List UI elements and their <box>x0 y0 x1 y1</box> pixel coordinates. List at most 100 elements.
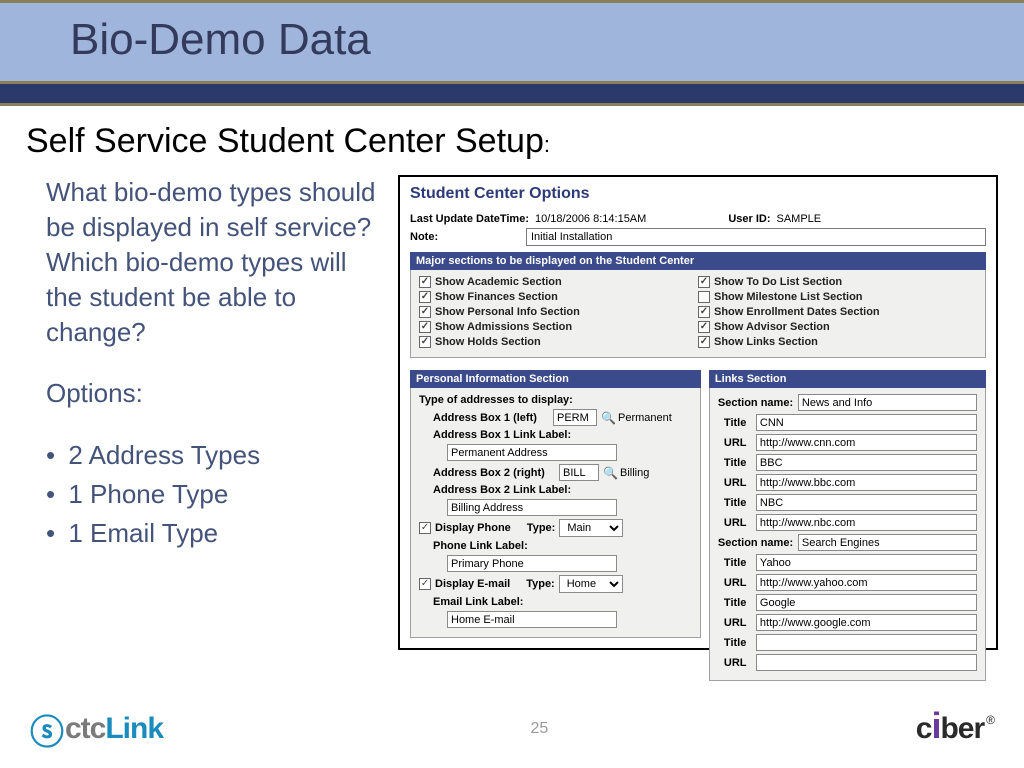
section1-name-input[interactable] <box>798 394 977 411</box>
phone-link-label: Phone Link Label: <box>433 540 528 552</box>
personal-info-bar: Personal Information Section <box>410 370 701 388</box>
box1-link-label: Address Box 1 Link Label: <box>433 429 571 441</box>
section-checkbox[interactable]: ✓ <box>698 321 710 333</box>
checkbox-row: ✓ Show Enrollment Dates Section <box>698 306 977 318</box>
links-section2-rows: TitleURLTitleURLTitleURL <box>718 554 977 671</box>
meta-row-note: Note: <box>410 228 986 246</box>
lookup-icon[interactable]: 🔍 <box>601 411 614 424</box>
ctclink-logo: ⓢ ctcLink <box>30 705 163 754</box>
link-url-input[interactable] <box>756 434 977 451</box>
email-type-label: Type: <box>526 578 555 590</box>
options-list: 2 Address Types 1 Phone Type 1 Email Typ… <box>46 438 382 551</box>
header-stripe <box>0 84 1024 106</box>
section-checkbox[interactable] <box>698 291 710 303</box>
checkbox-row: ✓Show Advisor Section <box>698 321 977 333</box>
box2-link-input[interactable] <box>447 499 617 516</box>
link-url-input[interactable] <box>756 474 977 491</box>
link-title-input[interactable] <box>756 634 977 651</box>
section-checkbox[interactable]: ✓ <box>698 336 710 348</box>
links-section1-rows: Title URL Title URL Title URL <box>718 414 977 531</box>
option-item: 1 Email Type <box>46 516 382 551</box>
link-title-label: Title <box>724 557 752 569</box>
meta-row-1: Last Update DateTime: 10/18/2006 8:14:15… <box>410 213 986 225</box>
checkbox-label: Show Finances Section <box>435 291 558 303</box>
link-title-label: Title <box>724 457 752 469</box>
checkbox-row: ✓Show Links Section <box>698 336 977 348</box>
checkbox-label: Show Milestone List Section <box>714 291 863 303</box>
slide-subtitle: Self Service Student Center Setup: <box>26 122 998 161</box>
subtitle-colon: : <box>544 132 550 157</box>
registered-icon: ® <box>986 713 994 727</box>
lookup-icon[interactable]: 🔍 <box>603 466 616 479</box>
section-checkbox[interactable]: ✓ <box>419 336 431 348</box>
checkbox-row: ✓ Show Personal Info Section <box>419 306 698 318</box>
link-title-input[interactable] <box>756 414 977 431</box>
text-column: What bio-demo types should be displayed … <box>26 175 382 650</box>
display-phone-checkbox[interactable]: ✓ <box>419 522 431 534</box>
content-area: Self Service Student Center Setup: What … <box>0 106 1024 650</box>
display-email-label: Display E-mail <box>435 578 510 590</box>
email-link-label: Email Link Label: <box>433 596 523 608</box>
phone-link-input[interactable] <box>447 555 617 572</box>
link-url-label: URL <box>724 577 752 589</box>
section2-name-input[interactable] <box>798 534 977 551</box>
link-title-input[interactable] <box>756 454 977 471</box>
slide-footer: ⓢ ctcLink 25 ciber® <box>0 704 1024 754</box>
section-checkbox[interactable]: ✓ <box>419 306 431 318</box>
phone-type-select[interactable]: Main <box>559 519 623 537</box>
section-checkbox[interactable]: ✓ <box>419 276 431 288</box>
section-checkbox[interactable]: ✓ <box>698 276 710 288</box>
logo-link-text: Link <box>105 712 163 746</box>
email-type-select[interactable]: Home <box>559 575 623 593</box>
box2-link-label: Address Box 2 Link Label: <box>433 484 571 496</box>
last-update-label: Last Update DateTime: <box>410 213 529 225</box>
slide-title: Bio-Demo Data <box>70 15 1000 65</box>
section-checkbox[interactable]: ✓ <box>419 291 431 303</box>
note-label: Note: <box>410 231 520 243</box>
link-url-label: URL <box>724 437 752 449</box>
note-input[interactable] <box>526 228 986 246</box>
major-col-left: ✓ Show Academic Section ✓ Show Finances Sec… <box>419 276 698 351</box>
checkbox-label: Show Enrollment Dates Section <box>714 306 880 318</box>
link-title-label: Title <box>724 497 752 509</box>
box1-link-input[interactable] <box>447 444 617 461</box>
link-url-input[interactable] <box>756 574 977 591</box>
link-title-label: Title <box>724 597 752 609</box>
link-title-input[interactable] <box>756 594 977 611</box>
ciber-logo: ciber® <box>916 712 994 746</box>
link-url-input[interactable] <box>756 514 977 531</box>
link-url-label: URL <box>724 517 752 529</box>
links-panel: Links Section Section name: TitleURLTitl… <box>709 364 986 681</box>
box2-label: Address Box 2 (right) <box>433 467 555 479</box>
major-sections-body: ✓ Show Academic Section ✓ Show Finances Sec… <box>410 270 986 358</box>
section-checkbox[interactable]: ✓ <box>419 321 431 333</box>
addr-display-label: Type of addresses to display: <box>419 394 573 406</box>
checkbox-row: ✓ Show Holds Section <box>419 336 698 348</box>
link-title-label: Title <box>724 417 752 429</box>
box1-label: Address Box 1 (left) <box>433 412 549 424</box>
link-url-label: URL <box>724 477 752 489</box>
page-number: 25 <box>531 720 549 738</box>
email-link-input[interactable] <box>447 611 617 628</box>
display-email-checkbox[interactable]: ✓ <box>419 578 431 590</box>
link-url-input[interactable] <box>756 614 977 631</box>
box2-text: Billing <box>620 467 649 479</box>
link-url-label: URL <box>724 657 752 669</box>
user-id-label: User ID: <box>728 213 770 225</box>
option-item: 2 Address Types <box>46 438 382 473</box>
box2-code-input[interactable] <box>559 464 599 481</box>
checkbox-label: Show Personal Info Section <box>435 306 580 318</box>
section-name-label: Section name: <box>718 397 794 409</box>
section-checkbox[interactable]: ✓ <box>698 306 710 318</box>
checkbox-label: Show Academic Section <box>435 276 562 288</box>
link-title-input[interactable] <box>756 554 977 571</box>
options-label: Options: <box>46 376 382 411</box>
last-update-value: 10/18/2006 8:14:15AM <box>535 213 646 225</box>
box1-code-input[interactable] <box>553 409 597 426</box>
link-title-label: Title <box>724 637 752 649</box>
link-url-input[interactable] <box>756 654 977 671</box>
checkbox-label: Show Holds Section <box>435 336 541 348</box>
option-item: 1 Phone Type <box>46 477 382 512</box>
personal-info-body: Type of addresses to display: Address Bo… <box>410 388 701 638</box>
link-title-input[interactable] <box>756 494 977 511</box>
